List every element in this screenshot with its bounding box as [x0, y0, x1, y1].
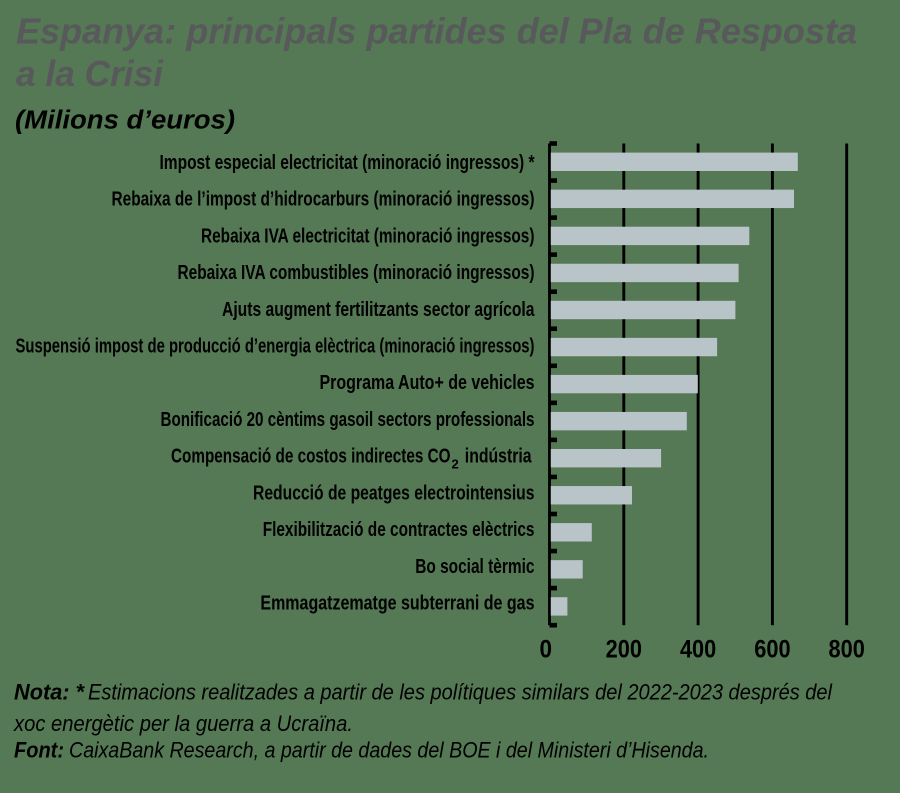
svg-text:800: 800: [829, 636, 865, 664]
svg-text:Espanya: principals partides d: Espanya: principals partides del Pla de …: [16, 11, 857, 52]
svg-text:Reducció de peatges electroint: Reducció de peatges electrointensius: [253, 481, 535, 504]
svg-text:Rebaixa IVA combustibles (mino: Rebaixa IVA combustibles (minoració ingr…: [178, 261, 535, 284]
svg-text:Compensació de costos indirect: Compensació de costos indirectes CO: [171, 445, 451, 468]
svg-text:Font:: Font:: [14, 738, 64, 763]
svg-text:2: 2: [452, 457, 459, 472]
svg-text:600: 600: [754, 636, 790, 664]
svg-text:Rebaixa IVA electricitat (mino: Rebaixa IVA electricitat (minoració ingr…: [201, 224, 535, 247]
svg-text:Nota: *: Nota: *: [14, 680, 85, 705]
svg-text:Programa Auto+ de vehicles: Programa Auto+ de vehicles: [320, 371, 535, 394]
svg-text:a la Crisi: a la Crisi: [16, 53, 164, 94]
svg-text:(Milions d’euros): (Milions d’euros): [15, 106, 235, 134]
svg-text:Estimacions realitzades a part: Estimacions realitzades a partir de les …: [88, 680, 833, 705]
svg-text:Bonificació 20 cèntims gasoil: Bonificació 20 cèntims gasoil sectors pr…: [161, 408, 535, 431]
svg-text:Emmagatzematge subterrani de g: Emmagatzematge subterrani de gas: [260, 592, 534, 615]
svg-text:indústria: indústria: [465, 445, 532, 468]
svg-text:Flexibilització de contractes: Flexibilització de contractes elèctrics: [263, 518, 535, 541]
svg-text:Impost especial electricitat (: Impost especial electricitat (minoració …: [160, 151, 535, 174]
svg-text:Ajuts augment fertilitzants se: Ajuts augment fertilitzants sector agríc…: [222, 298, 535, 321]
svg-text:0: 0: [540, 636, 553, 664]
svg-text:400: 400: [680, 636, 716, 664]
svg-text:Rebaixa de l’impost d’hidrocar: Rebaixa de l’impost d’hidrocarburs (mino…: [112, 188, 535, 211]
svg-text:200: 200: [606, 636, 642, 664]
svg-text:Bo social tèrmic: Bo social tèrmic: [415, 555, 534, 578]
svg-text:CaixaBank Research, a partir d: CaixaBank Research, a partir de dades de…: [69, 738, 709, 763]
svg-text:Suspensió impost de producció: Suspensió impost de producció d’energia …: [16, 335, 535, 358]
svg-text:xoc energètic per la guerra a: xoc energètic per la guerra a Ucraïna.: [13, 711, 353, 736]
